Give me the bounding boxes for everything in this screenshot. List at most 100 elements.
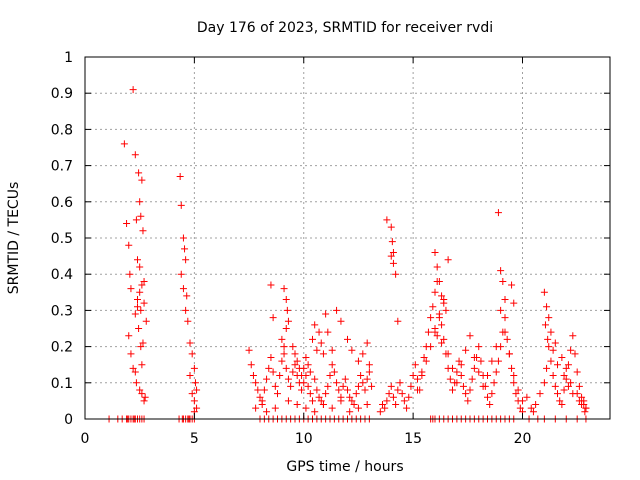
data-point	[298, 372, 306, 380]
data-point	[573, 368, 581, 376]
data-point	[293, 401, 301, 409]
data-point	[484, 393, 491, 401]
data-point	[547, 328, 555, 336]
x-tick-label: 5	[190, 431, 199, 447]
y-tick-label: 0.8	[51, 122, 73, 138]
data-point	[190, 364, 198, 372]
data-point	[354, 357, 362, 365]
data-point	[457, 372, 465, 380]
data-point	[444, 256, 452, 264]
data-point	[527, 404, 535, 412]
data-point	[134, 256, 141, 264]
data-point	[558, 401, 566, 409]
data-point	[575, 397, 583, 405]
data-point	[556, 397, 564, 405]
data-point	[183, 292, 191, 300]
data-point	[304, 382, 312, 390]
data-point	[407, 382, 415, 390]
data-point	[431, 248, 439, 256]
data-point	[271, 382, 279, 390]
y-tick-label: 0.6	[51, 195, 73, 211]
data-point	[503, 335, 511, 343]
data-point	[490, 379, 498, 387]
x-axis-label: GPS time / hours	[286, 459, 403, 475]
data-point	[131, 310, 139, 318]
data-point	[326, 372, 334, 380]
data-point	[282, 364, 290, 372]
data-point	[252, 404, 260, 412]
data-point	[470, 353, 478, 361]
data-point	[271, 404, 279, 412]
data-point	[140, 397, 148, 405]
data-point	[291, 350, 299, 358]
data-point	[462, 390, 470, 398]
data-point	[433, 332, 441, 340]
data-point	[488, 390, 496, 398]
data-point	[435, 314, 443, 322]
data-point	[191, 379, 199, 387]
data-point	[508, 281, 516, 289]
data-point	[123, 220, 131, 228]
data-point	[387, 223, 395, 231]
data-point	[420, 353, 428, 361]
data-point	[510, 299, 518, 307]
data-point	[475, 368, 483, 376]
data-point	[350, 401, 358, 409]
data-point	[315, 393, 323, 401]
data-point	[453, 379, 461, 387]
data-point	[298, 386, 306, 394]
data-point	[438, 339, 446, 347]
data-point	[333, 306, 341, 314]
data-point	[389, 259, 397, 267]
data-point	[414, 375, 421, 383]
data-point	[136, 263, 144, 271]
data-point	[140, 299, 148, 307]
data-point	[547, 357, 555, 365]
data-point	[134, 303, 141, 311]
data-point	[282, 296, 290, 304]
data-point	[139, 339, 147, 347]
data-point	[328, 361, 336, 369]
data-point	[567, 379, 575, 387]
x-tick-label: 10	[295, 431, 313, 447]
data-point	[383, 397, 391, 405]
data-point	[352, 390, 360, 398]
x-tick-label: 20	[514, 431, 532, 447]
y-tick-label: 1	[64, 50, 73, 66]
data-point	[324, 328, 332, 336]
data-point	[141, 393, 149, 401]
data-point	[492, 343, 500, 351]
data-point	[359, 350, 367, 358]
data-point	[256, 393, 264, 401]
data-point	[453, 368, 461, 376]
data-point	[186, 372, 194, 380]
data-point	[363, 401, 371, 409]
data-point	[558, 353, 566, 361]
data-point	[322, 390, 330, 398]
data-point	[354, 404, 362, 412]
data-point	[132, 216, 140, 224]
data-point	[186, 339, 194, 347]
data-point	[403, 404, 411, 412]
data-point	[508, 364, 516, 372]
data-point	[361, 386, 369, 394]
data-point	[311, 321, 319, 329]
data-point	[365, 368, 373, 376]
data-point	[138, 176, 146, 184]
data-point	[569, 390, 577, 398]
data-point	[479, 382, 487, 390]
data-point	[514, 386, 522, 394]
data-point	[136, 288, 144, 296]
data-point	[582, 404, 590, 412]
data-point	[466, 386, 474, 394]
data-point	[394, 317, 402, 325]
data-point	[357, 372, 365, 380]
data-point	[475, 343, 483, 351]
data-point	[560, 386, 568, 394]
data-point	[431, 328, 439, 336]
data-point	[540, 379, 548, 387]
data-point	[344, 386, 351, 394]
data-point	[388, 238, 396, 246]
data-point	[181, 245, 189, 253]
data-point	[501, 314, 509, 322]
